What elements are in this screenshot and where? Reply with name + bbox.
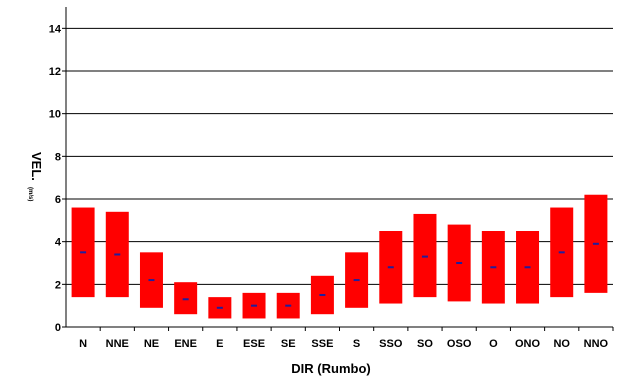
x-tick-label: ESE (243, 338, 265, 350)
y-tick-labels: 0 2 4 6 8 10 12 14 (49, 23, 62, 334)
x-tick-label: E (216, 338, 223, 350)
x-tick-label: NE (144, 338, 159, 350)
x-axis-title: DIR (Rumbo) (291, 361, 370, 376)
x-tick-label: OSO (447, 338, 472, 350)
y-axis-title: VEL. (m/s) (27, 152, 44, 201)
x-tick-labels: N NNE NE ENE E ESE SE SSE S SSO SO OSO O ONO NO NNO (79, 327, 614, 350)
bar-so (413, 213, 437, 298)
x-tick-label: SSO (379, 338, 403, 350)
x-tick-label: NO (553, 338, 570, 350)
x-tick-label: S (353, 338, 360, 350)
y-tick-label: 14 (49, 23, 62, 35)
bar-ene (174, 282, 198, 315)
x-tick-label: NNE (106, 338, 129, 350)
x-tick-label: N (79, 338, 87, 350)
x-tick-label: SO (417, 338, 433, 350)
y-tick-label: 4 (55, 237, 62, 249)
x-tick-label: O (489, 338, 498, 350)
y-tick-label: 0 (55, 322, 61, 334)
y-tick-label: 8 (55, 151, 61, 163)
y-tick-label: 6 (55, 194, 61, 206)
y-tick-label: 2 (55, 279, 61, 291)
x-tick-label: ONO (515, 338, 541, 350)
y-axis-title-sub: (m/s) (27, 187, 33, 201)
x-tick-label: SE (281, 338, 296, 350)
y-axis-title-main: VEL. (29, 152, 44, 181)
mean-markers (80, 242, 599, 309)
y-tick-label: 12 (49, 66, 61, 78)
y-tick-label: 10 (49, 109, 61, 121)
x-tick-label: ENE (174, 338, 197, 350)
bars (71, 194, 608, 319)
x-tick-label: NNO (584, 338, 609, 350)
x-tick-label: SSE (311, 338, 333, 350)
